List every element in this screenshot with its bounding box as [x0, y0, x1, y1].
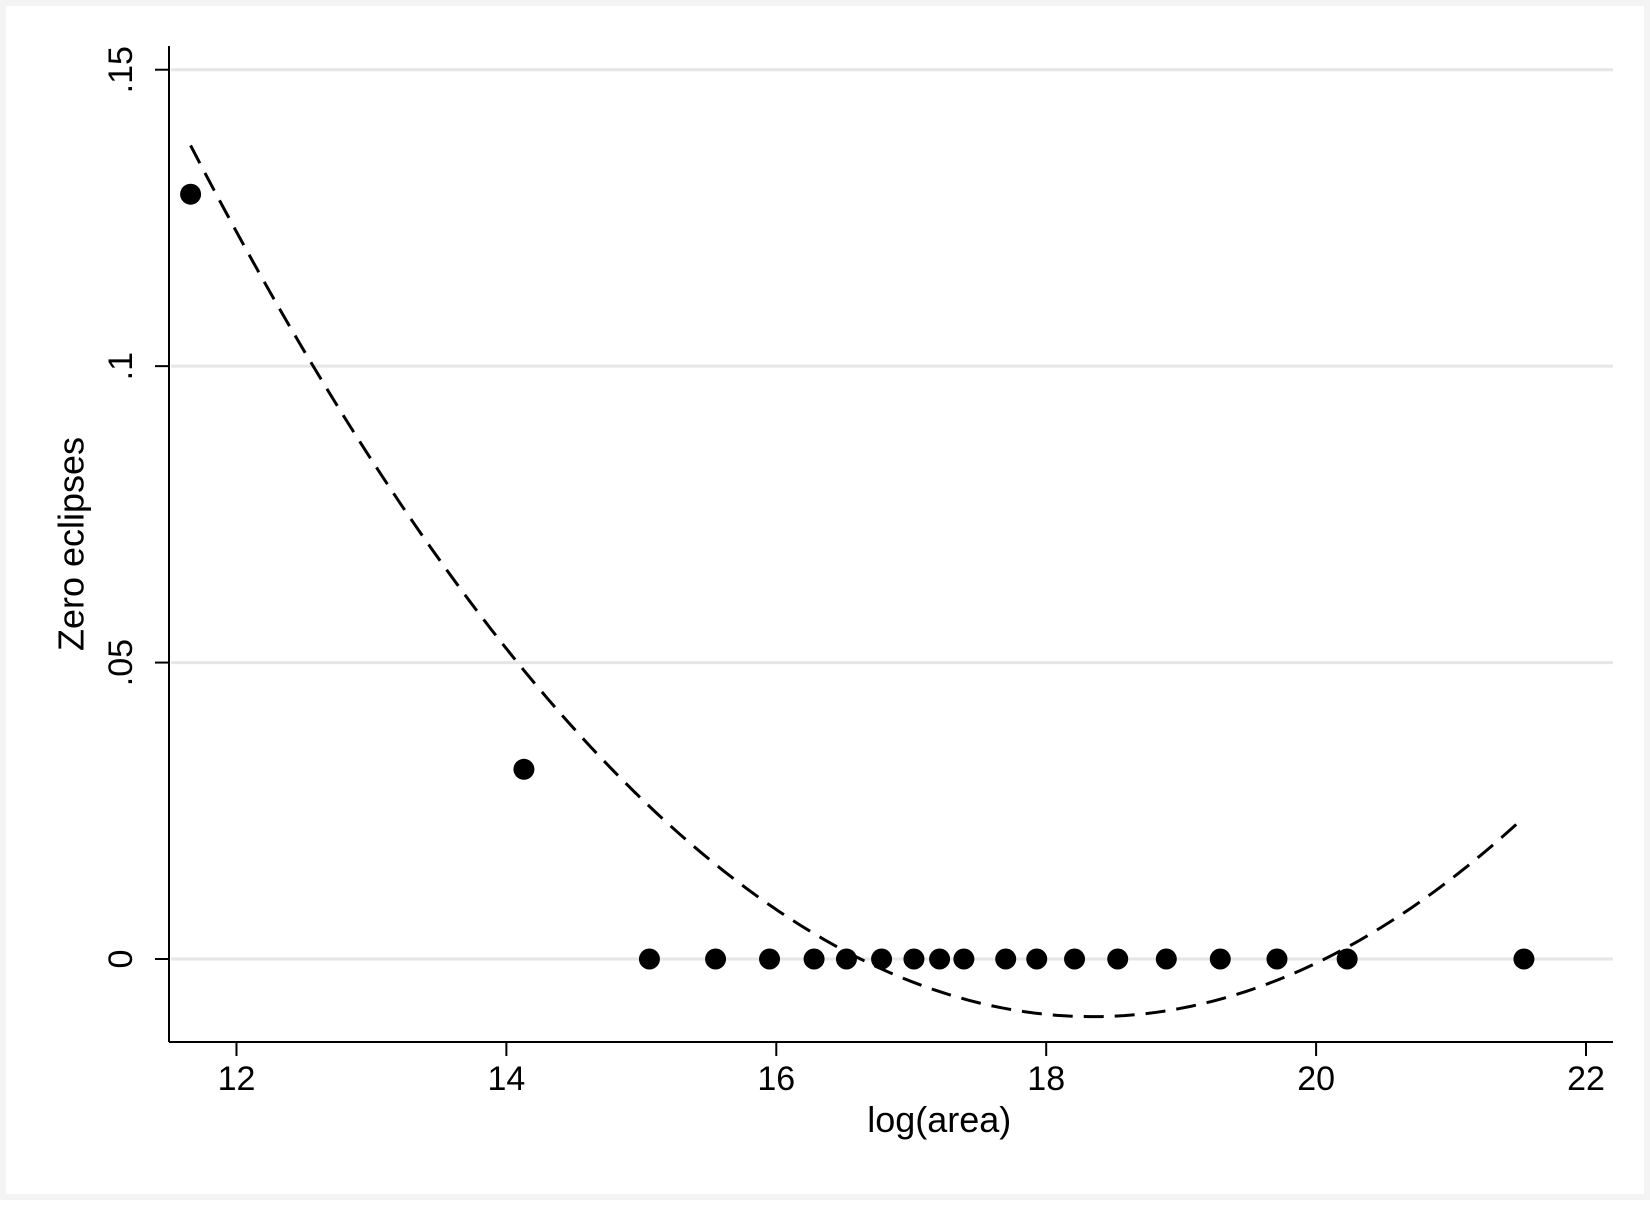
x-tick-label: 14 — [487, 1060, 525, 1098]
y-axis-title: Zero eclipses — [51, 437, 92, 651]
fitted-curve — [189, 144, 1525, 1019]
data-point — [929, 948, 951, 970]
axes — [168, 46, 1613, 1043]
data-point — [995, 948, 1017, 970]
y-tick-label: 0 — [102, 950, 140, 969]
data-point — [1336, 948, 1358, 970]
data-point — [705, 948, 727, 970]
y-tick-label: .15 — [102, 46, 140, 93]
y-tick-label: .1 — [102, 352, 140, 380]
data-point — [1513, 948, 1535, 970]
data-point — [803, 948, 825, 970]
x-axis-title: log(area) — [867, 1099, 1011, 1140]
data-point — [1266, 948, 1288, 970]
data-point — [1064, 948, 1086, 970]
data-point — [638, 948, 660, 970]
y-tick-label: .05 — [102, 639, 140, 686]
x-tick-label: 20 — [1297, 1060, 1335, 1098]
data-point — [903, 948, 925, 970]
y-axis-ticks: 0 .05 .1 .15 — [102, 46, 169, 968]
data-point — [1155, 948, 1177, 970]
data-point — [835, 948, 857, 970]
data-point — [953, 948, 975, 970]
scatter-chart: 0 .05 .1 .15 12 14 16 18 20 22 log(area) Zero ec… — [51, 46, 1613, 1140]
x-axis-ticks: 12 14 16 18 20 22 — [218, 1042, 1605, 1098]
gridlines — [171, 68, 1613, 961]
x-tick-label: 18 — [1027, 1060, 1065, 1098]
data-point — [1107, 948, 1129, 970]
data-point — [1209, 948, 1231, 970]
data-point — [1026, 948, 1048, 970]
x-tick-label: 12 — [218, 1060, 256, 1098]
x-tick-label: 16 — [757, 1060, 795, 1098]
data-point — [871, 948, 893, 970]
x-tick-label: 22 — [1567, 1060, 1605, 1098]
data-points — [180, 183, 1535, 970]
data-point — [180, 183, 202, 205]
data-point — [513, 758, 535, 780]
data-point — [759, 948, 781, 970]
